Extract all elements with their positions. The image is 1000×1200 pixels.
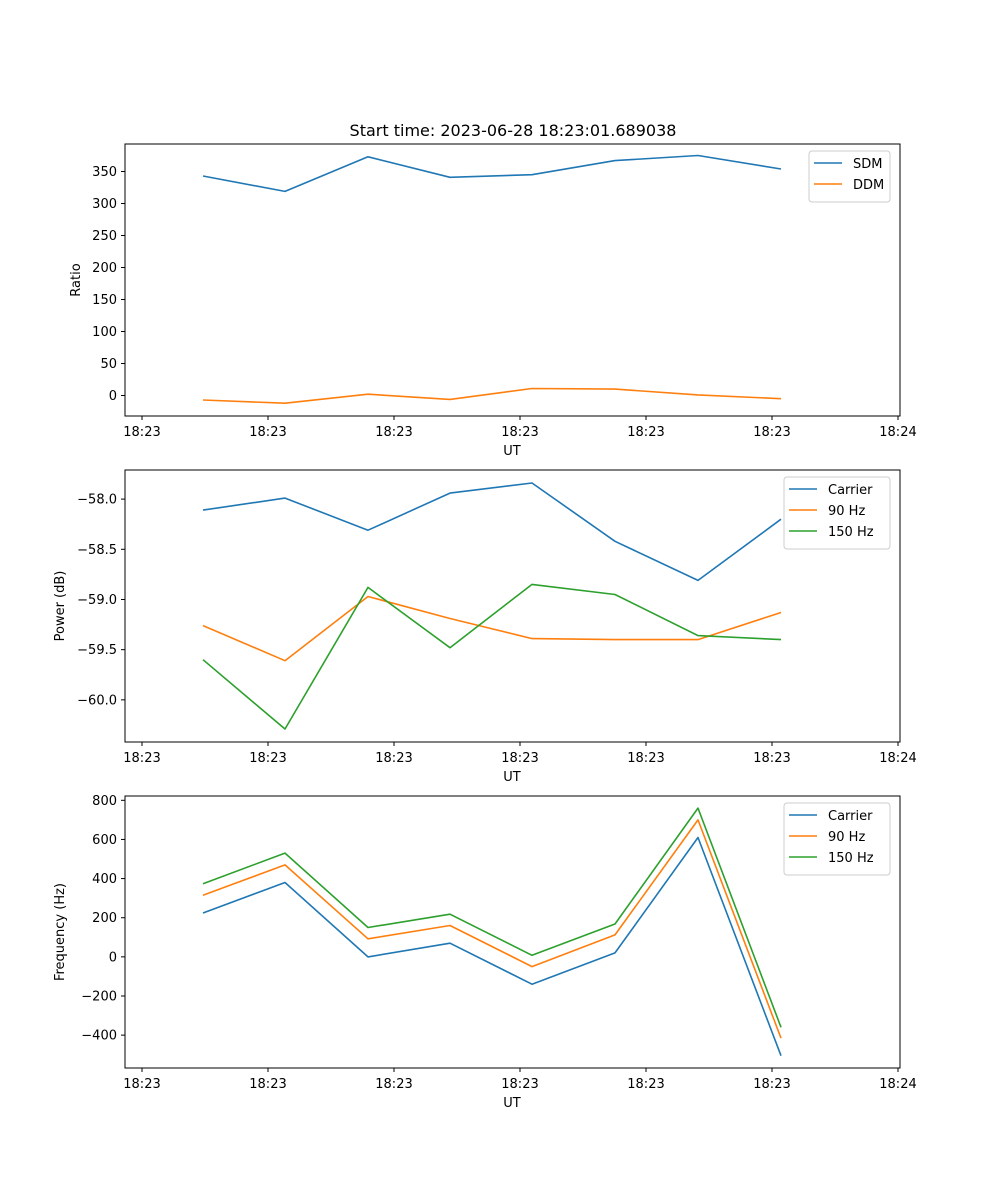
series-line-ddm (202, 387, 782, 405)
x-tick-label: 18:23 (123, 425, 160, 440)
x-tick-label: 18:23 (123, 751, 160, 766)
x-tick-label: 18:23 (753, 425, 790, 440)
y-tick-label: 400 (92, 872, 117, 887)
x-tick-label: 18:24 (879, 751, 916, 766)
y-axis-label: Ratio (69, 263, 84, 296)
axes-frame (124, 469, 901, 743)
legend-label: Carrier (828, 483, 873, 498)
y-tick-label: 600 (92, 833, 117, 848)
y-tick-label: 0 (109, 389, 117, 404)
y-tick-label: 50 (100, 357, 117, 372)
figure-title: Start time: 2023-06-28 18:23:01.689038 (350, 121, 677, 140)
x-tick-label: 18:23 (627, 425, 664, 440)
x-tick-label: 18:23 (753, 751, 790, 766)
y-tick-label: 100 (92, 325, 117, 340)
x-tick-label: 18:23 (123, 1077, 160, 1092)
legend-label: SDM (853, 157, 882, 172)
axes-frame (124, 795, 901, 1069)
legend-label: 90 Hz (828, 830, 865, 845)
y-tick-label: 150 (92, 293, 117, 308)
x-tick-label: 18:24 (879, 425, 916, 440)
x-axis-label: UT (503, 770, 521, 785)
legend-label: 90 Hz (828, 504, 865, 519)
x-tick-label: 18:23 (627, 1077, 664, 1092)
legend-label: DDM (853, 178, 884, 193)
y-tick-label: 200 (92, 911, 117, 926)
y-tick-label: −59.0 (77, 593, 117, 608)
legend: Carrier 90 Hz 150 Hz (783, 802, 891, 876)
x-tick-label: 18:24 (879, 1077, 916, 1092)
x-tick-label: 18:23 (501, 1077, 538, 1092)
subplot-2: 18:23 18:23 18:23 18:23 18:23 18:23 18:24 −60.0… (53, 469, 917, 785)
series-line-150-hz (202, 807, 782, 1028)
x-tick-label: 18:23 (501, 425, 538, 440)
y-tick-label: −400 (81, 1029, 117, 1044)
y-axis-label: Power (dB) (53, 571, 68, 642)
y-tick-label: −60.0 (77, 693, 117, 708)
series-line-sdm (202, 154, 782, 193)
x-tick-label: 18:23 (249, 751, 286, 766)
series-line-90-hz (202, 595, 782, 662)
x-axis-label: UT (503, 444, 521, 459)
y-tick-label: −58.0 (77, 493, 117, 508)
series-line-150-hz (202, 583, 782, 730)
x-tick-label: 18:23 (627, 751, 664, 766)
x-tick-label: 18:23 (375, 1077, 412, 1092)
x-tick-label: 18:23 (249, 1077, 286, 1092)
series-line-carrier (202, 482, 782, 582)
y-tick-label: 200 (92, 261, 117, 276)
y-tick-label: −59.5 (77, 643, 117, 658)
y-tick-label: 250 (92, 229, 117, 244)
y-tick-label: −200 (81, 989, 117, 1004)
legend-label: 150 Hz (828, 851, 874, 866)
x-tick-label: 18:23 (501, 751, 538, 766)
subplot-3: 18:23 18:23 18:23 18:23 18:23 18:23 18:24 −400 −… (53, 794, 917, 1111)
series-line-carrier (202, 836, 782, 1056)
legend: Carrier 90 Hz 150 Hz (783, 476, 891, 550)
series-line-90-hz (202, 819, 782, 1039)
legend-label: Carrier (828, 809, 873, 824)
y-axis-label: Frequency (Hz) (53, 883, 68, 981)
y-tick-label: −58.5 (77, 543, 117, 558)
x-axis-label: UT (503, 1096, 521, 1111)
x-tick-label: 18:23 (753, 1077, 790, 1092)
legend: SDM DDM (808, 150, 891, 203)
y-tick-label: 350 (92, 165, 117, 180)
axes-frame (124, 143, 901, 417)
legend-label: 150 Hz (828, 525, 874, 540)
x-tick-label: 18:23 (375, 751, 412, 766)
subplots: 18:23 18:23 18:23 18:23 18:23 18:23 18:24 0 50 10… (53, 143, 917, 1111)
x-tick-label: 18:23 (249, 425, 286, 440)
y-tick-label: 800 (92, 794, 117, 809)
y-tick-label: 0 (109, 950, 117, 965)
x-tick-label: 18:23 (375, 425, 412, 440)
subplot-1: 18:23 18:23 18:23 18:23 18:23 18:23 18:24 0 50 10… (69, 143, 917, 459)
y-tick-label: 300 (92, 197, 117, 212)
